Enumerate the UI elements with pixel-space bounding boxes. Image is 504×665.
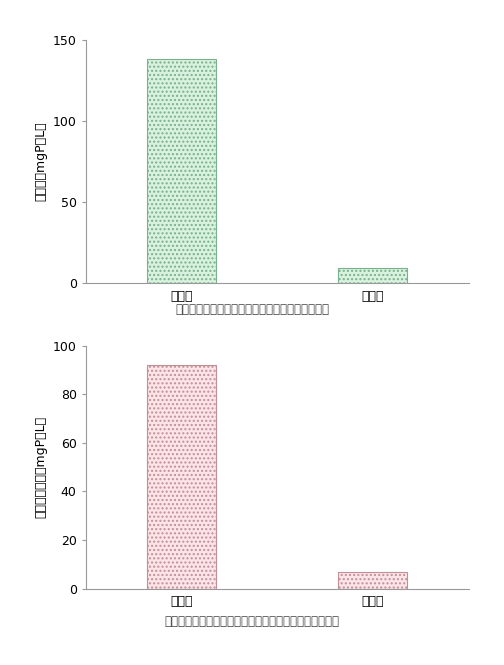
Bar	[147, 365, 216, 589]
Bar	[339, 268, 407, 283]
Bar	[339, 571, 407, 589]
Y-axis label: 全リン（mgP／L）: 全リン（mgP／L）	[34, 122, 47, 201]
Text: 围４．　開発した装置による全リンの除去実験例: 围４． 開発した装置による全リンの除去実験例	[175, 303, 329, 316]
Text: 围５．　開発した装置によるリン酸態リンの除去実験例: 围５． 開発した装置によるリン酸態リンの除去実験例	[164, 615, 340, 628]
Bar	[147, 59, 216, 283]
Y-axis label: リン酸態リン（mgP／L）: リン酸態リン（mgP／L）	[34, 416, 47, 518]
